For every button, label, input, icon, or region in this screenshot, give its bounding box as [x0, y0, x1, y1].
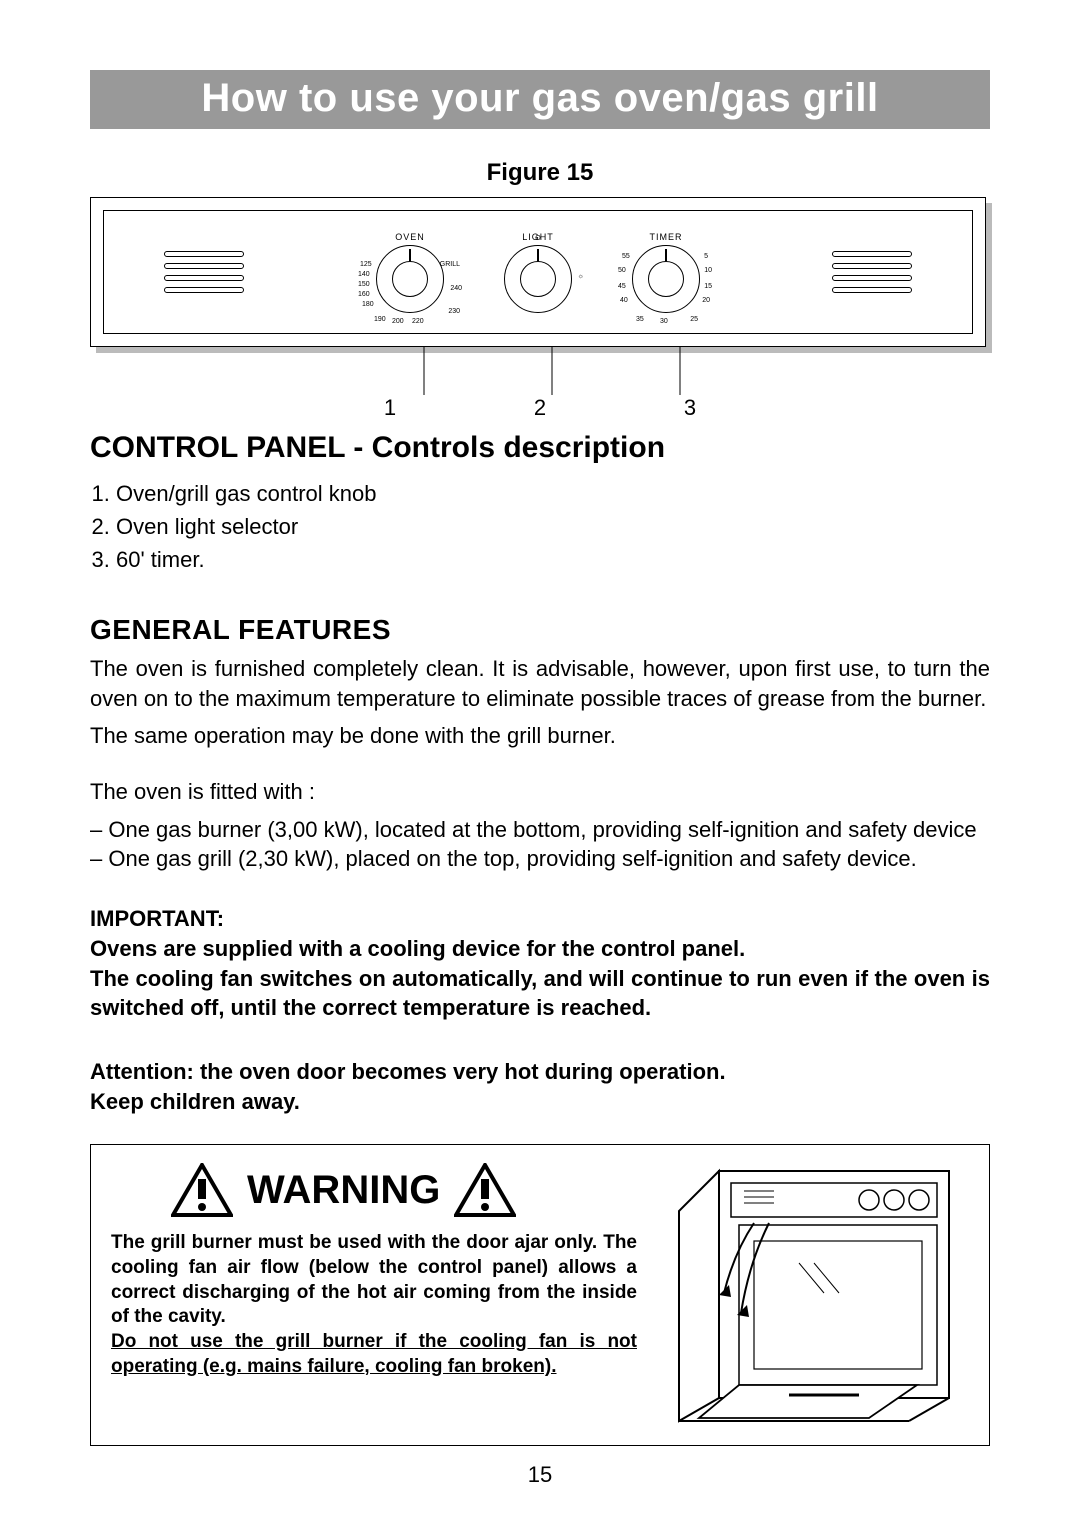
list-item: One gas burner (3,00 kW), located at the…: [90, 815, 990, 845]
vent-left: [164, 251, 244, 293]
body-text: The oven is furnished completely clean. …: [90, 654, 990, 713]
body-text: The oven is fitted with :: [90, 777, 990, 807]
figure-caption: Figure 15: [90, 159, 990, 187]
control-panel-figure: OVEN GRILL 125 140 150 160 180 190: [90, 197, 990, 347]
list-item: 60' timer.: [116, 543, 990, 576]
callout-numbers: 1 2 3: [90, 395, 990, 421]
warning-title: WARNING: [247, 1168, 440, 1213]
fitted-list: One gas burner (3,00 kW), located at the…: [90, 815, 990, 874]
body-text: The same operation may be done with the …: [90, 721, 990, 751]
list-item: Oven/grill gas control knob: [116, 477, 990, 510]
vent-right: [832, 251, 912, 293]
list-item: Oven light selector: [116, 510, 990, 543]
callout-3: 3: [680, 395, 700, 421]
light-knob: LIGHT O ☼: [504, 232, 572, 313]
oven-knob: OVEN GRILL 125 140 150 160 180 190: [376, 232, 444, 313]
timer-knob: TIMER 5 10 15 20 25 30 35 40: [632, 232, 700, 313]
list-item: One gas grill (2,30 kW), placed on the t…: [90, 844, 990, 874]
oven-illustration: [659, 1163, 969, 1423]
callout-1: 1: [380, 395, 400, 421]
warning-icon: [171, 1163, 233, 1217]
page-title: How to use your gas oven/gas grill: [90, 70, 990, 129]
warning-text: The grill burner must be used with the d…: [111, 1231, 637, 1379]
callout-2: 2: [530, 395, 550, 421]
warning-box: WARNING The grill burner must be used wi…: [90, 1144, 990, 1446]
controls-list: Oven/grill gas control knob Oven light s…: [116, 477, 990, 576]
important-block: IMPORTANT: Ovens are supplied with a coo…: [90, 904, 990, 1023]
warning-icon: [454, 1163, 516, 1217]
attention-block: Attention: the oven door becomes very ho…: [90, 1057, 990, 1116]
general-heading: GENERAL FEATURES: [90, 614, 990, 646]
page-number: 15: [0, 1462, 1080, 1488]
controls-heading: CONTROL PANEL - Controls description: [90, 431, 990, 465]
